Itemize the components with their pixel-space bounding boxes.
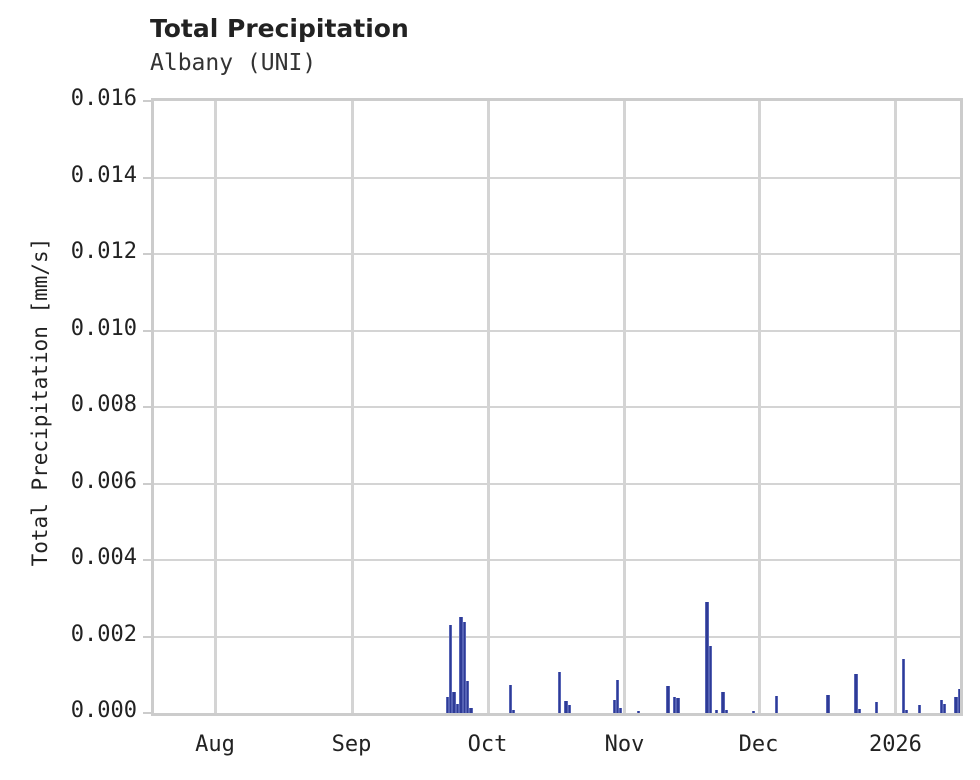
y-tick-mark xyxy=(143,712,151,714)
bar xyxy=(469,708,473,713)
gridline-horizontal xyxy=(154,176,960,179)
y-tick-label: 0.008 xyxy=(70,392,137,417)
gridline-vertical xyxy=(623,101,627,713)
bar xyxy=(445,696,449,713)
bar xyxy=(459,617,463,713)
bar xyxy=(943,703,947,713)
bar xyxy=(724,709,728,713)
bar xyxy=(705,602,709,713)
gridline-horizontal xyxy=(154,329,960,332)
x-tick-label: Sep xyxy=(331,732,372,757)
y-tick-mark xyxy=(143,100,151,102)
gridline-vertical xyxy=(894,101,898,713)
y-tick-mark xyxy=(143,253,151,255)
y-tick-label: 0.006 xyxy=(70,468,137,494)
gridline-vertical xyxy=(214,101,217,713)
gridline-horizontal xyxy=(154,253,960,255)
gridline-horizontal xyxy=(154,635,960,638)
bar xyxy=(452,692,456,713)
bar xyxy=(957,689,960,713)
bar xyxy=(954,696,958,713)
x-tick-label: Dec xyxy=(738,732,779,757)
bar xyxy=(676,698,680,713)
y-tick-label: 0.016 xyxy=(70,86,137,111)
bar xyxy=(857,708,861,713)
bar xyxy=(917,705,921,713)
gridline-horizontal xyxy=(154,406,960,408)
y-tick-mark xyxy=(143,329,151,332)
bar xyxy=(619,708,623,713)
bar xyxy=(567,705,571,713)
x-tick-label: Aug xyxy=(195,732,235,757)
gridline-vertical xyxy=(757,101,761,713)
bar xyxy=(666,686,670,713)
bar xyxy=(615,679,620,713)
gridline-horizontal xyxy=(154,482,960,485)
y-tick-mark xyxy=(143,176,151,179)
bar xyxy=(901,658,906,713)
x-tick-label: Oct xyxy=(467,732,508,757)
plot-area xyxy=(151,98,963,716)
bar xyxy=(636,710,640,713)
y-tick-label: 0.000 xyxy=(70,698,137,723)
x-tick-label: Nov xyxy=(604,732,645,757)
bar xyxy=(826,695,830,713)
y-tick-mark xyxy=(143,406,151,408)
y-tick-mark xyxy=(143,482,151,485)
plot-inner xyxy=(154,101,960,713)
bar xyxy=(564,700,568,713)
bar xyxy=(612,699,616,713)
bar xyxy=(875,701,879,713)
bar xyxy=(673,696,677,713)
bar xyxy=(509,685,513,713)
bar xyxy=(714,709,718,713)
y-tick-label: 0.014 xyxy=(70,162,137,188)
bar xyxy=(448,624,453,713)
bar xyxy=(721,692,725,713)
x-tick-label: 2026 xyxy=(868,732,922,757)
y-tick-label: 0.002 xyxy=(70,621,137,647)
y-tick-mark xyxy=(143,559,151,561)
bar xyxy=(708,645,712,713)
y-tick-mark xyxy=(143,635,151,638)
gridline-vertical xyxy=(350,101,354,713)
bar xyxy=(752,711,756,713)
gridline-horizontal xyxy=(154,559,960,561)
y-tick-label: 0.004 xyxy=(70,545,137,570)
y-tick-label: 0.010 xyxy=(70,315,137,341)
chart-subtitle: Albany (UNI) xyxy=(150,50,317,76)
bar xyxy=(557,671,562,713)
bar xyxy=(466,680,470,713)
bar xyxy=(462,622,467,713)
y-axis-tick-labels: 0.016 0.014 0.012 0.010 0.008 0.006 0.004 0.002… xyxy=(0,0,137,780)
bar xyxy=(455,703,459,713)
chart-title: Total Precipitation xyxy=(150,14,409,43)
y-tick-label: 0.012 xyxy=(70,239,137,264)
bar xyxy=(774,696,778,713)
bar xyxy=(939,700,944,713)
bar xyxy=(854,674,858,713)
gridline-vertical xyxy=(486,101,490,713)
bar xyxy=(512,709,516,713)
bar xyxy=(905,709,909,713)
